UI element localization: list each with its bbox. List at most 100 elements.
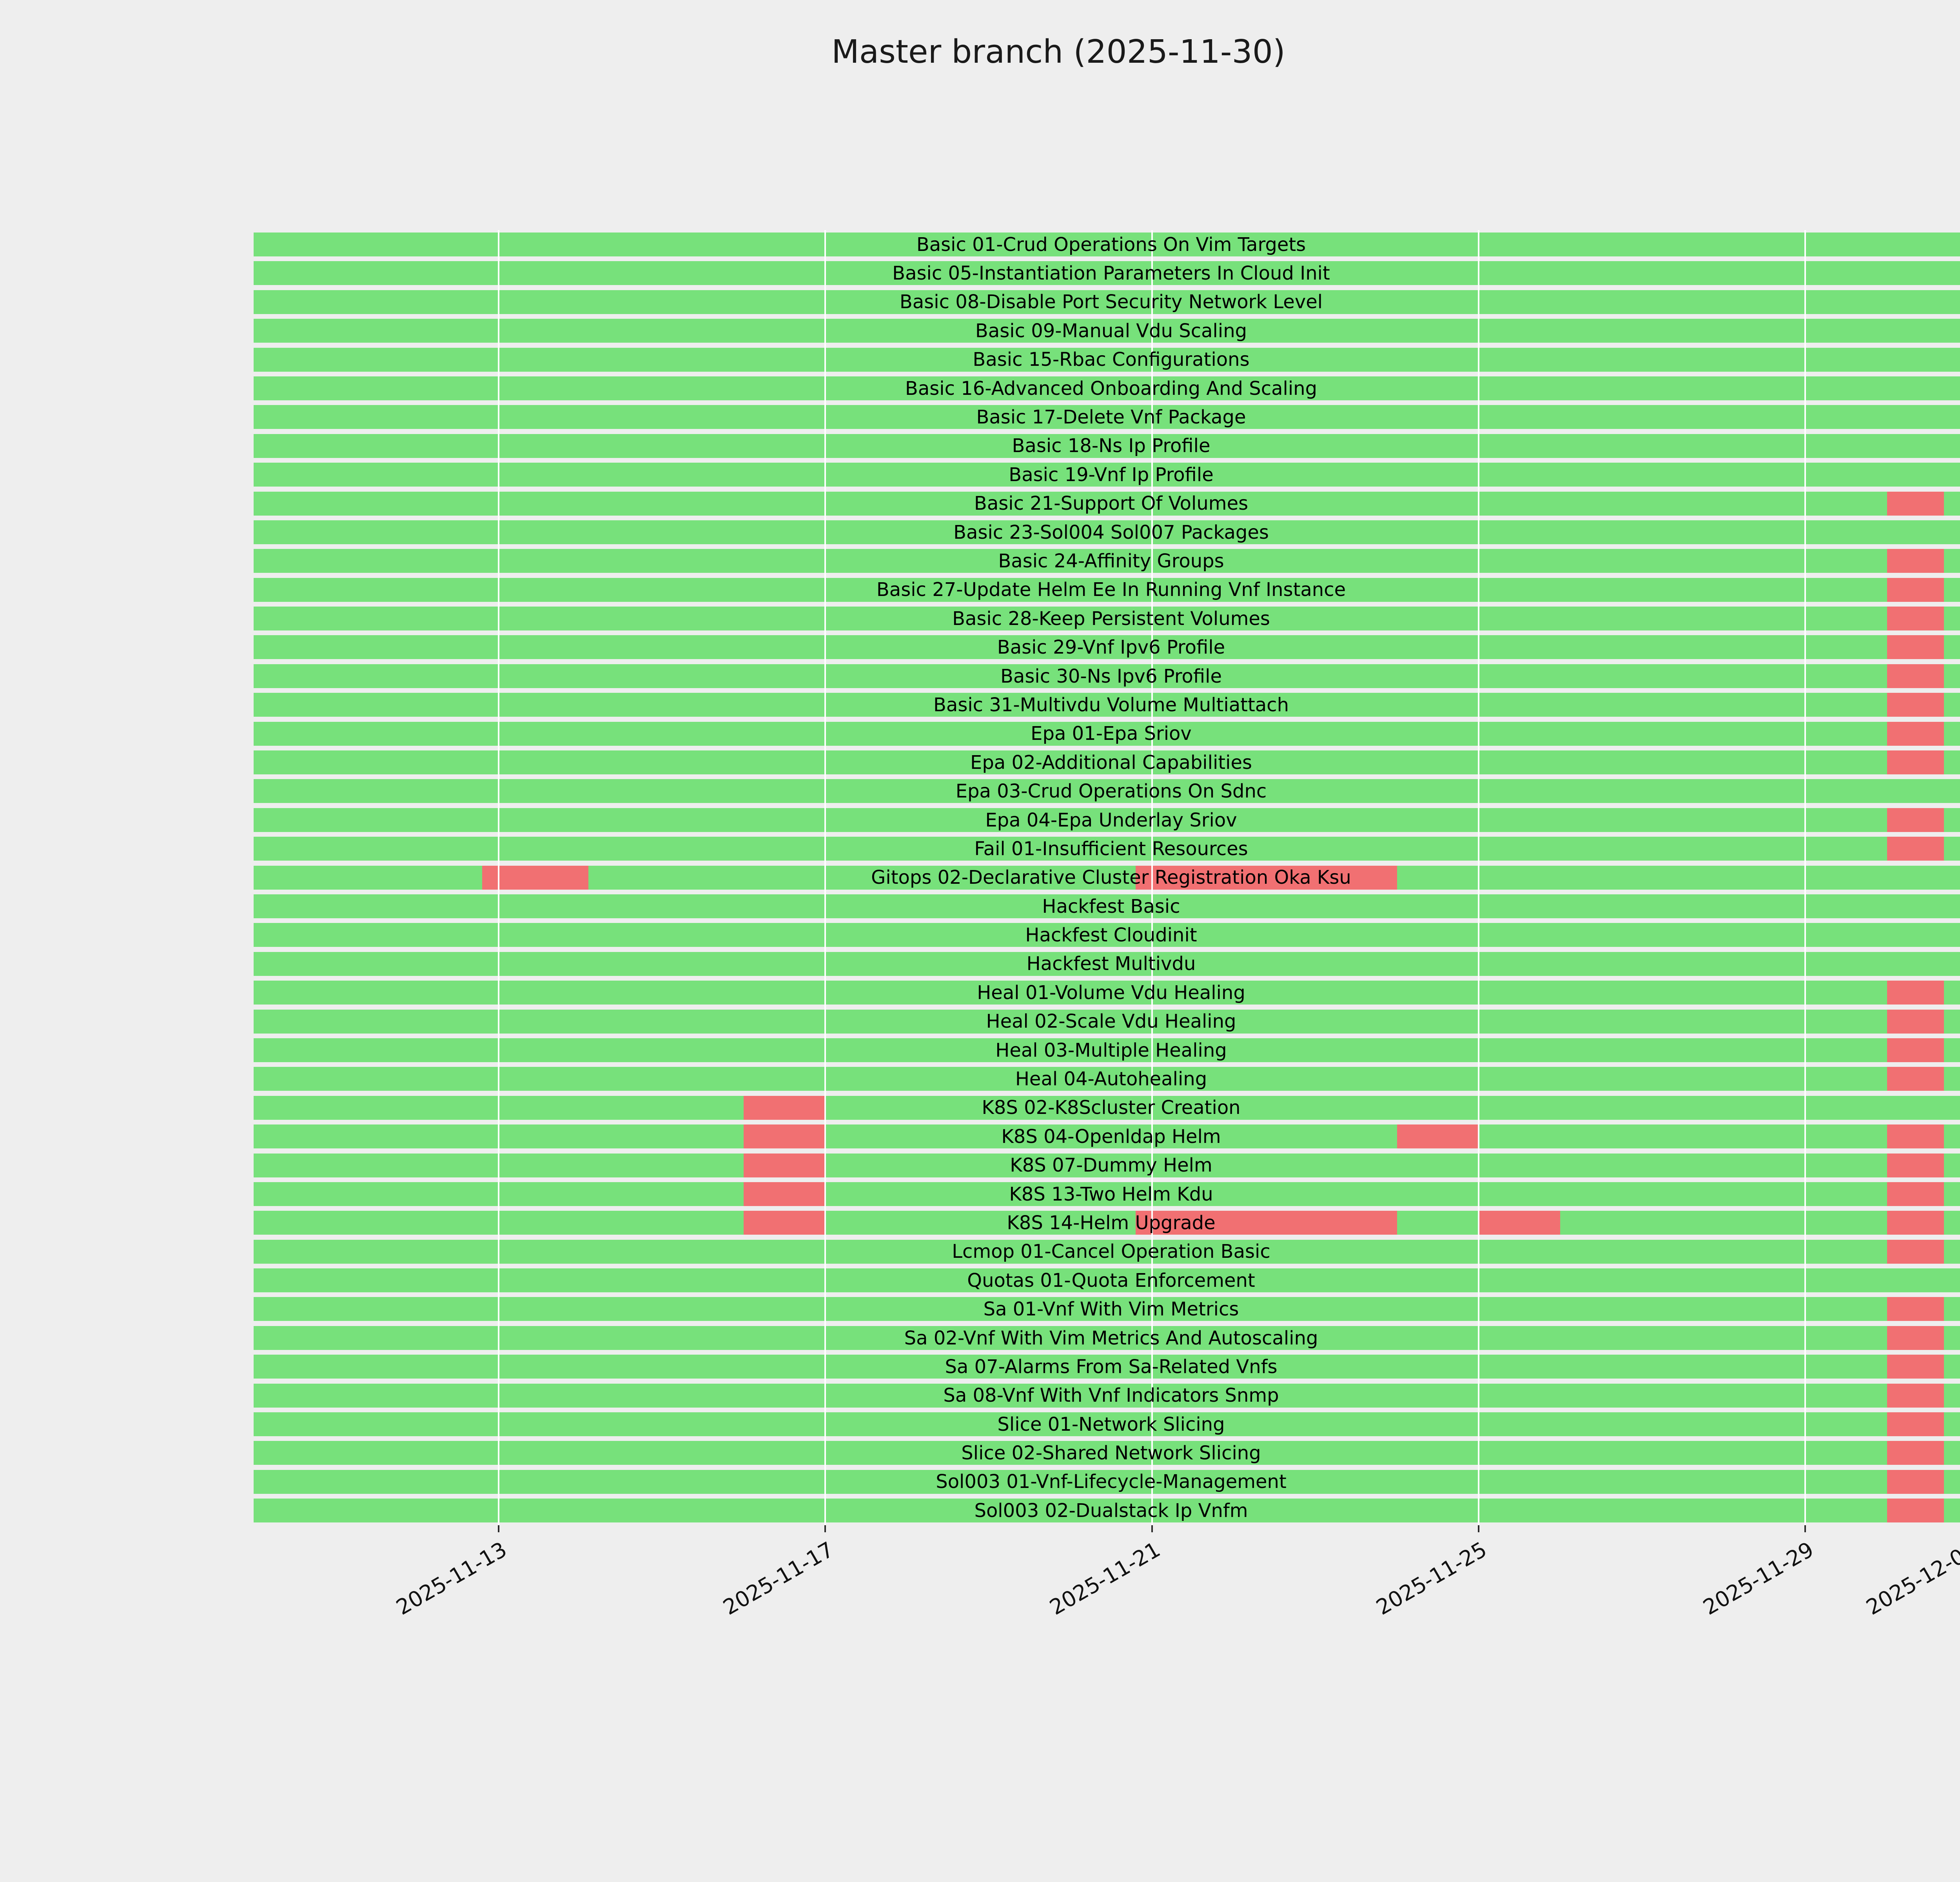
pass-bar <box>254 1067 1960 1091</box>
pass-bar <box>254 1038 1960 1062</box>
chart-row: Basic 27-Update Helm Ee In Running Vnf I… <box>254 576 1960 604</box>
chart-row: K8S 07-Dummy Helm <box>254 1151 1960 1180</box>
chart-row: Epa 02-Additional Capabilities <box>254 748 1960 777</box>
pass-bar <box>254 1211 1960 1235</box>
x-tick-label: 2025-11-25 <box>1372 1537 1491 1620</box>
fail-segment <box>1887 750 1944 775</box>
fail-segment <box>1887 1326 1944 1350</box>
pass-bar <box>254 1268 1960 1293</box>
fail-segment <box>1887 635 1944 659</box>
row-label: Sa 02-Vnf With Vim Metrics And Autoscali… <box>904 1327 1318 1349</box>
chart-row: Basic 16-Advanced Onboarding And Scaling <box>254 374 1960 403</box>
pass-bar <box>254 1383 1960 1408</box>
pass-bar <box>254 808 1960 832</box>
fail-segment <box>482 865 589 890</box>
fail-segment <box>1887 1124 1944 1149</box>
row-label: Sol003 01-Vnf-Lifecycle-Management <box>936 1471 1287 1493</box>
pass-bar <box>254 549 1960 573</box>
pass-bar <box>254 1182 1960 1206</box>
fail-segment <box>1887 1239 1944 1264</box>
chart-row: Basic 15-Rbac Configurations <box>254 345 1960 374</box>
x-axis: 2025-11-13 2025-11-17 2025-11-21 2025-11-25… <box>254 1525 1960 1690</box>
fail-segment <box>744 1211 826 1235</box>
fail-segment <box>1887 607 1944 631</box>
pass-bar <box>254 347 1960 372</box>
pass-bar <box>254 1239 1960 1264</box>
fail-segment <box>1887 549 1944 573</box>
chart-row: Hackfest Cloudinit <box>254 921 1960 949</box>
row-label: Sa 08-Vnf With Vnf Indicators Snmp <box>943 1384 1279 1407</box>
row-label: Quotas 01-Quota Enforcement <box>967 1269 1255 1292</box>
row-label: Heal 01-Volume Vdu Healing <box>977 981 1245 1004</box>
fail-segment <box>1397 1124 1479 1149</box>
pass-bar <box>254 894 1960 918</box>
chart-row: Sol003 01-Vnf-Lifecycle-Management <box>254 1468 1960 1496</box>
chart-row: Fail 01-Insufficient Resources <box>254 834 1960 863</box>
x-tick-label: 2025-12-01 <box>1862 1537 1960 1620</box>
row-label: Basic 19-Vnf Ip Profile <box>1009 463 1214 486</box>
pass-bar <box>254 1499 1960 1523</box>
chart-row: Slice 01-Network Slicing <box>254 1410 1960 1439</box>
fail-segment <box>1887 721 1944 746</box>
chart-row: Heal 02-Scale Vdu Healing <box>254 1007 1960 1036</box>
chart-row: K8S 04-Openldap Helm <box>254 1122 1960 1151</box>
chart-row: Basic 30-Ns Ipv6 Profile <box>254 662 1960 690</box>
fail-segment <box>1887 1211 1944 1235</box>
chart-row: Basic 05-Instantiation Parameters In Clo… <box>254 259 1960 287</box>
chart-row: Sa 02-Vnf With Vim Metrics And Autoscali… <box>254 1324 1960 1352</box>
fail-segment <box>1479 1211 1561 1235</box>
pass-bar <box>254 952 1960 976</box>
pass-bar <box>254 1326 1960 1350</box>
chart-row: K8S 02-K8Scluster Creation <box>254 1094 1960 1122</box>
pass-bar <box>254 405 1960 429</box>
chart-row: Epa 01-Epa Sriov <box>254 719 1960 748</box>
chart-rows: Basic 01-Crud Operations On Vim Targets B… <box>254 230 1960 1525</box>
pass-bar <box>254 376 1960 400</box>
chart-row: Quotas 01-Quota Enforcement <box>254 1266 1960 1295</box>
fail-segment <box>1887 981 1944 1005</box>
x-tick-label: 2025-11-21 <box>1045 1537 1165 1620</box>
fail-segment <box>1887 1499 1944 1523</box>
row-label: Basic 24-Affinity Groups <box>998 550 1224 572</box>
row-label: Basic 15-Rbac Configurations <box>973 349 1250 371</box>
row-label: Hackfest Cloudinit <box>1025 924 1197 946</box>
fail-segment <box>744 1153 826 1177</box>
row-label: Heal 02-Scale Vdu Healing <box>986 1010 1236 1033</box>
row-label: Basic 28-Keep Persistent Volumes <box>952 607 1270 630</box>
chart-row: Basic 29-Vnf Ipv6 Profile <box>254 633 1960 661</box>
chart-row: Sa 08-Vnf With Vnf Indicators Snmp <box>254 1381 1960 1410</box>
row-label: K8S 14-Helm Upgrade <box>1007 1212 1216 1234</box>
plot-area: Basic 01-Crud Operations On Vim Targets B… <box>254 230 1960 1525</box>
fail-segment <box>1887 693 1944 717</box>
fail-segment <box>1887 1297 1944 1321</box>
fail-segment <box>1887 808 1944 832</box>
pass-bar <box>254 750 1960 775</box>
row-label: Basic 17-Delete Vnf Package <box>976 406 1246 429</box>
fail-segment <box>744 1095 826 1120</box>
row-label: Basic 01-Crud Operations On Vim Targets <box>916 233 1306 256</box>
pass-bar <box>254 1412 1960 1437</box>
x-tick-mark <box>824 1525 826 1532</box>
row-label: Heal 04-Autohealing <box>1015 1068 1207 1090</box>
chart-row: Sol003 02-Dualstack Ip Vnfm <box>254 1496 1960 1525</box>
fail-segment <box>1887 664 1944 688</box>
row-label: Basic 30-Ns Ipv6 Profile <box>1000 665 1222 687</box>
chart-row: Basic 01-Crud Operations On Vim Targets <box>254 230 1960 259</box>
row-label: Fail 01-Insufficient Resources <box>974 837 1248 860</box>
pass-bar <box>254 837 1960 861</box>
x-tick-label: 2025-11-17 <box>719 1537 838 1620</box>
row-label: Basic 29-Vnf Ipv6 Profile <box>997 636 1225 659</box>
chart-row: Basic 19-Vnf Ip Profile <box>254 460 1960 489</box>
row-label: Basic 05-Instantiation Parameters In Clo… <box>892 262 1330 285</box>
pass-bar <box>254 434 1960 458</box>
pass-bar <box>254 578 1960 602</box>
row-label: K8S 07-Dummy Helm <box>1010 1154 1212 1177</box>
row-label: K8S 13-Two Helm Kdu <box>1009 1183 1213 1205</box>
fail-segment <box>1887 1412 1944 1437</box>
row-label: Basic 09-Manual Vdu Scaling <box>975 320 1247 342</box>
chart-row: Basic 08-Disable Port Security Network L… <box>254 288 1960 316</box>
row-label: Heal 03-Multiple Healing <box>995 1039 1227 1061</box>
pass-bar <box>254 779 1960 803</box>
chart-row: Basic 31-Multivdu Volume Multiattach <box>254 690 1960 719</box>
row-label: Sa 01-Vnf With Vim Metrics <box>983 1298 1239 1321</box>
